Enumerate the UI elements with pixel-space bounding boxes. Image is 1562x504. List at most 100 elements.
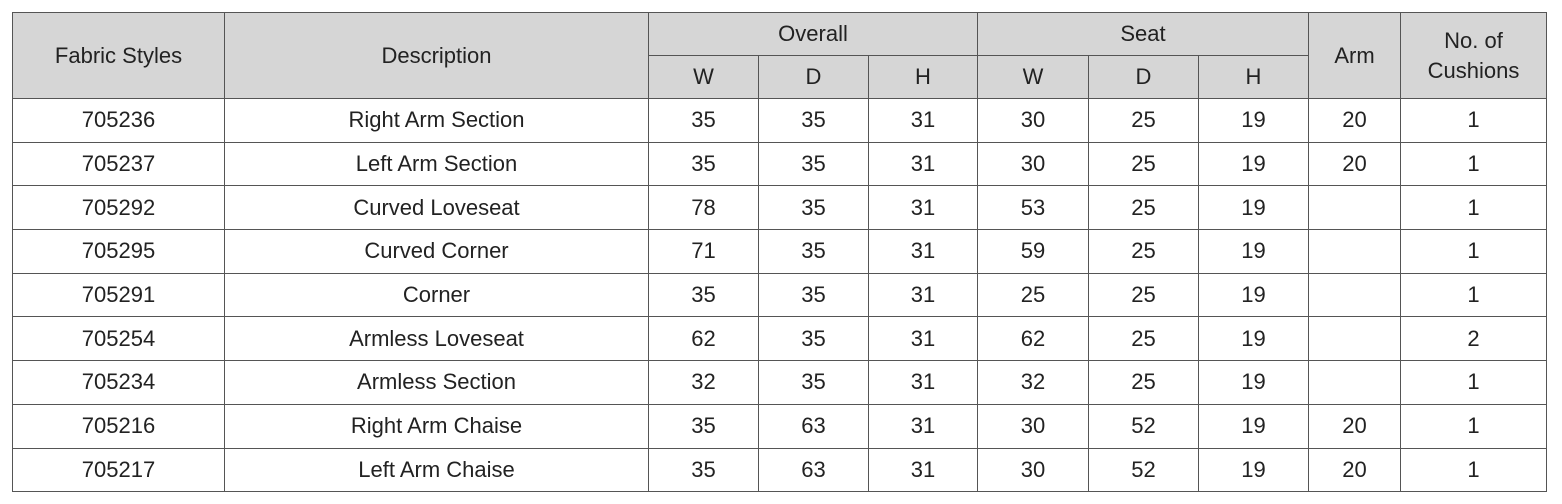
table-cell: 35	[648, 141, 759, 187]
subheader-cell: W	[977, 55, 1089, 99]
header-cell: Seat	[977, 12, 1309, 56]
subheader-cell: D	[758, 55, 869, 99]
table-cell: 30	[977, 403, 1089, 449]
table-cell	[1308, 185, 1401, 231]
table-cell: 71	[648, 229, 759, 274]
table-cell: 705254	[12, 316, 225, 362]
table-cell: 19	[1198, 185, 1309, 231]
table-cell: 19	[1198, 403, 1309, 449]
table-cell: 19	[1198, 360, 1309, 405]
table-cell: 63	[758, 447, 869, 493]
header-cell: Arm	[1308, 12, 1401, 99]
table-cell: Curved Loveseat	[224, 185, 649, 231]
table-cell: Right Arm Chaise	[224, 403, 649, 449]
table-cell: 35	[758, 141, 869, 187]
table-cell: 705291	[12, 272, 225, 318]
table-cell: 31	[868, 316, 978, 362]
subheader-cell: H	[1198, 55, 1309, 99]
table-cell: 30	[977, 447, 1089, 493]
table-cell: 19	[1198, 272, 1309, 318]
table-cell: 31	[868, 272, 978, 318]
table-cell: 35	[758, 98, 869, 143]
table-cell: 31	[868, 98, 978, 143]
table-cell: 35	[758, 229, 869, 274]
table-cell: 35	[758, 316, 869, 362]
table-cell: 705216	[12, 403, 225, 449]
table-cell: 30	[977, 98, 1089, 143]
table-row: 705216 Right Arm Chaise 35 63 31 30 52 19 20 1	[12, 403, 1547, 449]
table-cell: 705292	[12, 185, 225, 231]
header-cell: Overall	[648, 12, 978, 56]
table-cell: Curved Corner	[224, 229, 649, 274]
table-cell: 53	[977, 185, 1089, 231]
table-cell: 35	[758, 272, 869, 318]
table-cell: Corner	[224, 272, 649, 318]
table-row: 705295 Curved Corner 71 35 31 59 25 19 1	[12, 229, 1547, 274]
table-cell: 35	[758, 185, 869, 231]
table-cell: 2	[1400, 316, 1547, 362]
table-cell: 31	[868, 447, 978, 493]
table-cell: 52	[1088, 403, 1199, 449]
table-row: 705236 Right Arm Section 35 35 31 30 25 19 20 1	[12, 98, 1547, 143]
table-cell: 25	[977, 272, 1089, 318]
table-cell: 35	[648, 272, 759, 318]
table-cell: 705234	[12, 360, 225, 405]
table-cell: 78	[648, 185, 759, 231]
subheader-cell: H	[868, 55, 978, 99]
table-cell: 705217	[12, 447, 225, 493]
header-cell: No. of Cushions	[1400, 12, 1547, 99]
table-cell: 705237	[12, 141, 225, 187]
table-cell: 19	[1198, 316, 1309, 362]
table-cell: 35	[648, 98, 759, 143]
table-cell: 31	[868, 360, 978, 405]
table-cell: 25	[1088, 360, 1199, 405]
table-body: 705236 Right Arm Section 35 35 31 30 25 19 20 1 70…	[12, 98, 1547, 493]
table-header: Fabric Styles Description Overall Seat A…	[12, 12, 1547, 99]
table-cell: 20	[1308, 403, 1401, 449]
table-cell: 25	[1088, 272, 1199, 318]
table-cell: 25	[1088, 98, 1199, 143]
header-cell: Fabric Styles	[12, 12, 225, 99]
table-cell: 1	[1400, 360, 1547, 405]
table-cell: 35	[758, 360, 869, 405]
table-cell	[1308, 229, 1401, 274]
table-cell: 19	[1198, 141, 1309, 187]
table-cell: 1	[1400, 141, 1547, 187]
table-cell: 32	[977, 360, 1089, 405]
table-cell: 59	[977, 229, 1089, 274]
table-cell: 705295	[12, 229, 225, 274]
table-cell: Left Arm Chaise	[224, 447, 649, 493]
table-cell	[1308, 272, 1401, 318]
table-cell: Right Arm Section	[224, 98, 649, 143]
table-cell: 20	[1308, 141, 1401, 187]
table-cell: 25	[1088, 229, 1199, 274]
table-cell	[1308, 316, 1401, 362]
subheader-cell: W	[648, 55, 759, 99]
table-row: 705217 Left Arm Chaise 35 63 31 30 52 19 20 1	[12, 447, 1547, 493]
header-row: Fabric Styles Description Overall Seat A…	[12, 12, 1547, 99]
table-cell: 1	[1400, 272, 1547, 318]
table-cell: 19	[1198, 229, 1309, 274]
table-row: 705292 Curved Loveseat 78 35 31 53 25 19 1	[12, 185, 1547, 231]
table-cell: 705236	[12, 98, 225, 143]
table-row: 705254 Armless Loveseat 62 35 31 62 25 19 2	[12, 316, 1547, 362]
table-row: 705237 Left Arm Section 35 35 31 30 25 19 20 1	[12, 141, 1547, 187]
subheader-cell: D	[1088, 55, 1199, 99]
table-cell: 1	[1400, 98, 1547, 143]
table-cell: 19	[1198, 98, 1309, 143]
table-cell: 62	[648, 316, 759, 362]
table-cell: 35	[648, 403, 759, 449]
spec-table: Fabric Styles Description Overall Seat A…	[12, 12, 1547, 493]
table-cell: 31	[868, 141, 978, 187]
table-cell: 31	[868, 229, 978, 274]
table-cell: 1	[1400, 229, 1547, 274]
table-cell: 52	[1088, 447, 1199, 493]
table-cell: 63	[758, 403, 869, 449]
table-cell: 1	[1400, 403, 1547, 449]
table-cell: 20	[1308, 447, 1401, 493]
table-cell: 35	[648, 447, 759, 493]
table-cell: 19	[1198, 447, 1309, 493]
table-cell: 1	[1400, 447, 1547, 493]
